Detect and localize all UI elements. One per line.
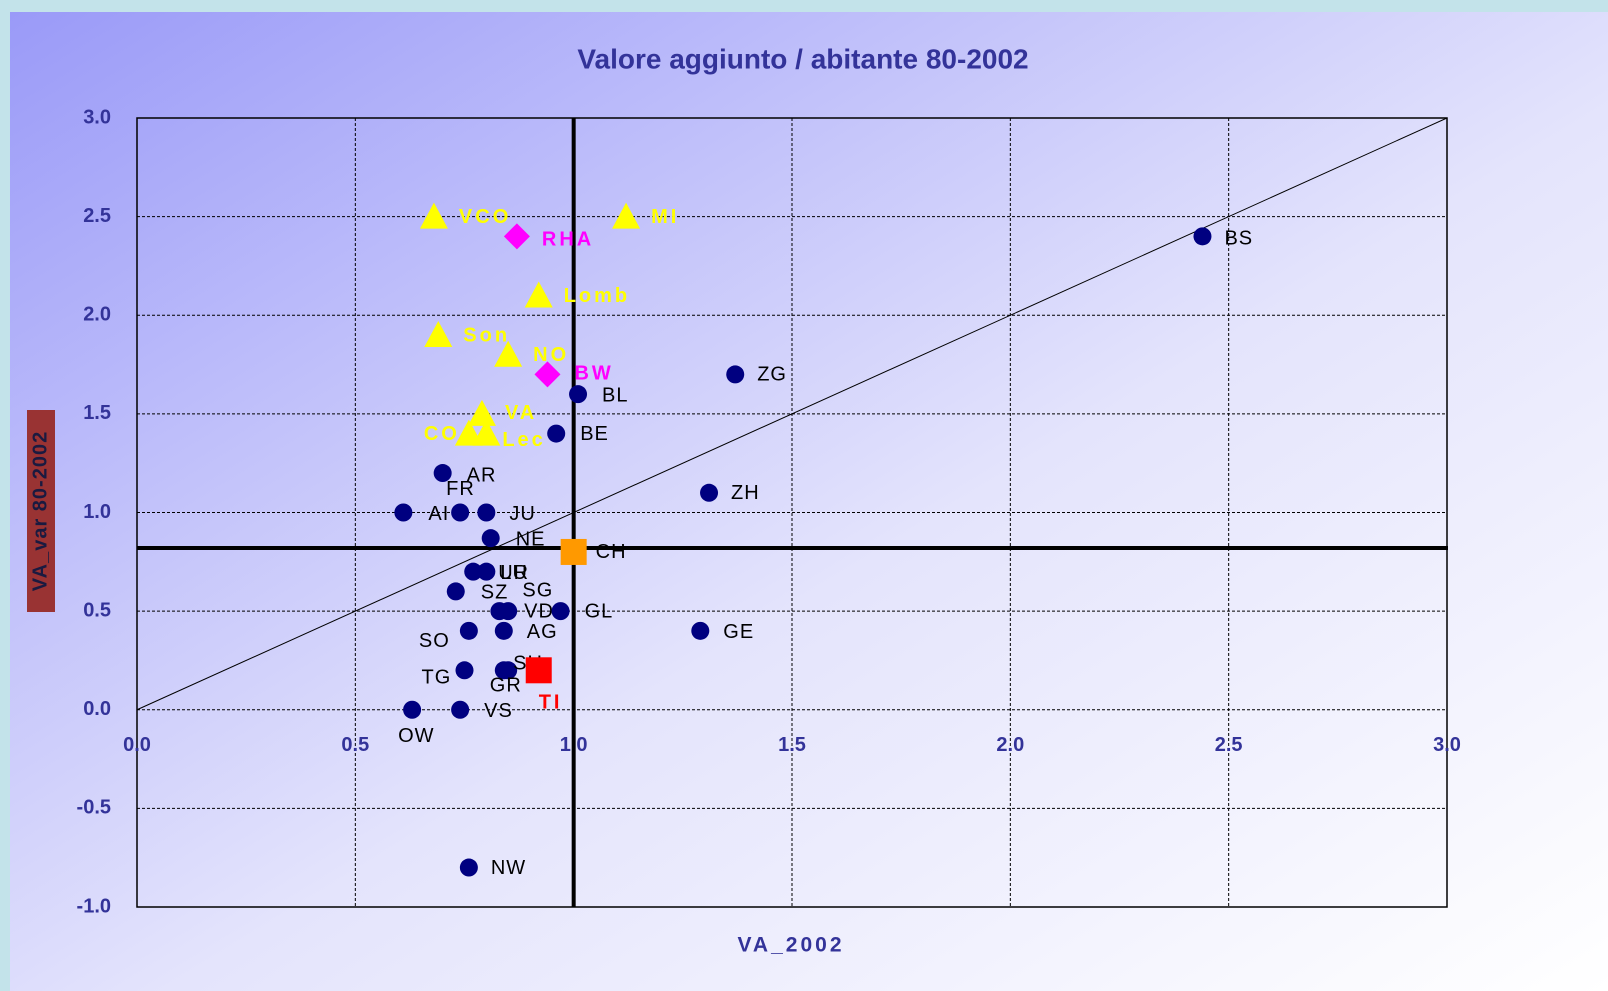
y-tick-label: 3.0 [83,106,111,128]
point-label: ZG [757,364,787,386]
point [534,361,561,388]
point [403,700,422,719]
point-label: Lomb [564,285,630,307]
y-tick-label: 0.0 [83,698,111,720]
y-tick-label: -0.5 [77,797,111,819]
point-label: AG [527,621,558,643]
point-label: ZH [731,482,760,504]
x-tick-label: 2.0 [996,734,1024,756]
point [560,538,587,565]
x-tick-label: 1.5 [778,734,806,756]
x-tick-label: 0.5 [341,734,369,756]
panel [10,12,1608,991]
point-label: GR [490,675,522,697]
point [472,419,501,446]
point [455,661,474,680]
y-tick-label: 2.5 [83,205,111,227]
point-label: VD [524,600,554,622]
point-label: OW [398,725,434,747]
point [477,562,496,581]
identity-line [136,117,1448,711]
point [551,602,570,621]
point-label: SZ [481,582,509,604]
point-label: VS [484,700,513,722]
x-tick-label: 3.0 [1433,734,1461,756]
x-tick-label: 2.5 [1215,734,1243,756]
point-label: Son [463,324,510,346]
point-label: VCO [459,206,511,228]
x-tick-label: 0.0 [123,734,151,756]
point-label: TG [422,667,452,689]
point [424,320,453,347]
point [700,483,719,502]
point-label: RHA [542,229,594,251]
point-label: BL [602,384,628,406]
point-label: JU [509,503,535,525]
point [1193,227,1212,246]
point [547,424,566,443]
point-label: LU [500,562,528,584]
point-label: NE [516,528,546,550]
point-label: CO [424,423,460,445]
point [691,621,710,640]
point-label: NO [533,344,569,366]
point [612,202,641,229]
point [499,602,518,621]
point-label: UR [498,562,529,584]
point [524,281,553,308]
point-label: GL [585,600,614,622]
point-label: BE [580,423,609,445]
point [477,503,496,522]
point-label: AR [467,464,497,486]
y-label-box [27,410,55,612]
point-label: BW [574,363,613,385]
point-label: CH [596,541,627,563]
point-label: NW [491,857,526,879]
point [419,202,448,229]
point-label: GE [723,621,754,643]
point [503,223,530,250]
point [459,858,478,877]
point-label: FR [446,478,475,500]
y-tick-label: 1.5 [83,402,111,424]
y-tick-label: -1.0 [77,895,111,917]
y-tick-label: 1.0 [83,501,111,523]
point-label: TI [539,692,563,714]
point-label: Lec [502,429,545,451]
point [525,657,552,684]
point [394,503,413,522]
point [464,562,483,581]
point-label: BS [1224,228,1253,250]
point [446,582,465,601]
point [459,621,478,640]
point [481,529,500,548]
point-label: SO [419,630,450,652]
point [726,365,745,384]
point-label: MI [651,206,679,228]
point [467,399,496,426]
point [433,464,452,483]
point [569,385,588,404]
y-tick-label: 0.5 [83,599,111,621]
point [494,661,513,680]
chart-title: Valore aggiunto / abitante 80-2002 [577,43,1028,74]
point-label: AI [428,503,449,525]
point [494,621,513,640]
y-axis-label: VA_var 80-2002 [29,431,51,591]
x-axis-label: VA_2002 [737,934,844,957]
point [451,700,470,719]
point-label: SG [522,579,553,601]
y-tick-label: 2.0 [83,304,111,326]
point [451,503,470,522]
point-label: VA [505,402,537,424]
point [494,340,523,367]
